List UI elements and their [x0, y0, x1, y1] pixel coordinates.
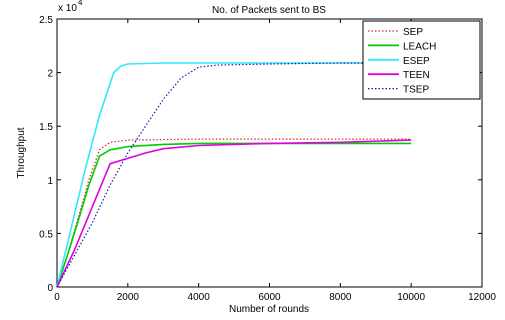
legend-label-leach: LEACH: [403, 41, 436, 52]
x-tick-label: 6000: [258, 292, 281, 303]
legend-label-tsep: TSEP: [403, 85, 429, 96]
series-line-teen: [56, 139, 412, 288]
y-exponent-base: x 10: [58, 3, 77, 14]
y-tick-label: 2.5: [39, 15, 53, 26]
y-tick-label: 2: [47, 69, 53, 80]
x-tick-label: 4000: [188, 292, 211, 303]
y-tick-label: 0.5: [39, 229, 53, 240]
x-tick-label: 12000: [468, 292, 496, 303]
x-tick-label: 10000: [397, 292, 425, 303]
chart-title: No. of Packets sent to BS: [212, 5, 326, 16]
series-line-sep: [56, 138, 412, 288]
legend-label-sep: SEP: [403, 27, 423, 38]
series-group: [56, 62, 412, 288]
legend-label-esep: ESEP: [403, 56, 430, 67]
axis-ticks: 0 2000 4000 6000 8000 10000 12000 0 0.5 1 1.5 2 2.5: [39, 15, 496, 303]
y-tick-label: 1: [47, 176, 53, 187]
x-tick-label: 2000: [117, 292, 140, 303]
x-axis-label: Number of rounds: [229, 304, 309, 315]
y-tick-label: 1.5: [39, 122, 53, 133]
x-tick-label: 0: [54, 292, 60, 303]
y-axis-label: Throughput: [16, 127, 27, 178]
series-line-esep: [56, 62, 412, 288]
y-tick-label: 0: [47, 283, 53, 294]
series-line-tsep: [56, 62, 412, 288]
legend-label-teen: TEEN: [403, 70, 430, 81]
y-exponent-power: 4: [78, 0, 83, 7]
legend: SEP LEACH ESEP TEEN TSEP: [362, 20, 481, 100]
x-tick-label: 8000: [329, 292, 352, 303]
